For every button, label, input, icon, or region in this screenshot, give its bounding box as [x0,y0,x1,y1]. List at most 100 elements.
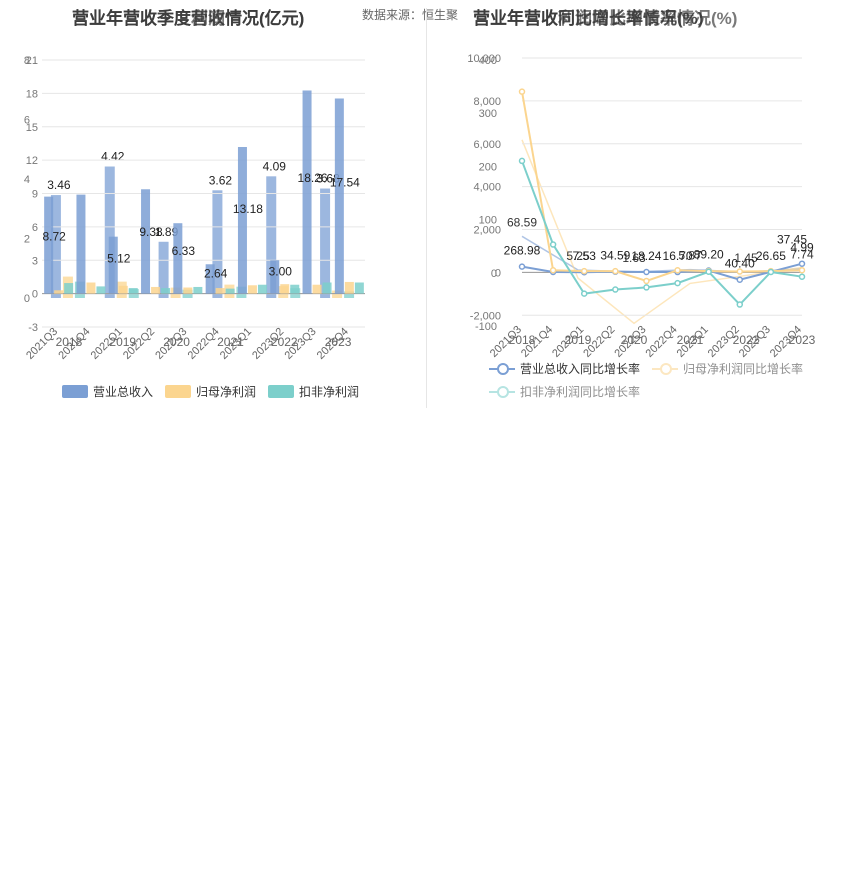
bg-y-tick-label: 400 [479,55,497,67]
y-tick-label: 12 [26,155,38,167]
y-tick-label: -2,000 [470,310,501,322]
bar [270,260,280,294]
bar [302,90,312,294]
bar-value-label: 8.72 [42,229,66,243]
series-point [674,267,681,274]
legend-marker-net-profit-growth [652,362,679,375]
series-point [518,263,526,270]
y-tick-label: 8,000 [473,96,501,108]
left-chart-title-overlay: 营业年营收季度利润情况(亿元) [72,9,305,28]
bg-bar-value-label: 3.62 [209,173,233,187]
bg-bar-value-label: 4.42 [101,150,125,164]
series-point [580,267,588,275]
bar [118,285,128,294]
bar-value-label: 13.18 [233,202,263,216]
series-point [549,241,557,248]
bar [215,288,225,294]
series-point [549,267,557,274]
point-value-label: 26.65 [756,249,786,263]
bar [76,194,86,294]
point-value-label: 40.40 [725,257,755,271]
bg-bar [50,195,61,298]
bar [334,98,344,294]
right-line-chart: -100 0 100 200 300 400 2018 2019 2020 2021 2022 202… [467,53,815,360]
legend-item-net-profit[interactable]: 归母净利润 [165,383,256,400]
bg-x-tick-label: 2019 [565,333,592,347]
legend-item-revenue-growth[interactable]: 营业总收入同比增长率 [489,360,640,377]
y-tick-label: 10,000 [467,53,501,65]
y-tick-label: 2,000 [473,225,501,237]
y-tick-label: 6 [32,222,38,234]
bar-value-label: 5.12 [107,251,131,265]
bar [183,287,193,294]
bar [205,264,215,294]
legend-label-deducted-profit-growth: 扣非净利润同比增长率 [520,385,641,399]
series-point [767,268,775,276]
point-value-label: 268.98 [504,244,541,258]
bg-bar [344,291,355,298]
bar [322,282,332,294]
series-point [612,267,619,275]
legend-swatch-deducted-profit [268,385,295,398]
right-chart-panel: 营业年营收同比增长率情况(%) 营业年营收利润同比增长率情况(%) -100 0 1… [427,0,850,410]
bg-y-tick-label: 0 [491,268,497,280]
y-tick-label: 18 [26,88,38,100]
bg-x-tick-label: 2021 [677,333,704,347]
bg-bar [158,241,169,298]
bg-point-value-label: 7.74 [790,248,814,262]
bar [193,286,203,294]
bar-value-label: 6.33 [172,244,196,258]
legend-label-revenue-growth: 营业总收入同比增长率 [520,362,641,376]
bar [161,288,171,294]
right-legend: 营业总收入同比增长率 归母净利润同比增长率 扣非净利润同比增长率 [489,360,829,406]
bar [225,288,235,294]
series-point [798,267,806,274]
y-tick-label: 4,000 [473,182,501,194]
series-point [736,268,744,275]
bg-x-tick-label: 2018 [509,333,536,347]
series-point [736,276,744,283]
y-tick-label: 21 [26,55,38,67]
bg-y-tick-label: 2 [24,234,30,246]
bg-bar-value-label: 3.68 [316,172,340,186]
bar [247,285,257,294]
bg-point-value-label: 1.63 [622,251,646,265]
panel-divider [426,8,427,408]
left-chart-title: 营业年营收季度营收情况(亿元) [72,9,305,28]
bar-value-label: 17.54 [330,175,360,189]
bg-point-value-label: 5.25 [566,249,590,263]
bg-y-tick-label: 8 [24,55,30,67]
bar-value-label: 9.38 [139,225,163,239]
series-point [643,277,650,285]
bar [280,284,290,294]
x-tick-label: 2022Q4 [644,324,680,360]
bg-x-tick-label: 2019 [109,335,136,349]
bg-y-tick-label: 6 [24,115,30,127]
series-point [798,273,806,280]
bg-bar [266,176,277,298]
series-point [674,279,681,287]
legend-item-net-profit-growth[interactable]: 归母净利润同比增长率 [652,360,803,377]
legend-item-deducted-profit-growth[interactable]: 扣非净利润同比增长率 [489,383,640,400]
legend-label-revenue: 营业总收入 [93,385,154,399]
legend-item-deducted-profit[interactable]: 扣非净利润 [268,383,359,400]
legend-label-net-profit-growth: 归母净利润同比增长率 [683,362,804,376]
left-legend: 营业总收入 归母净利润 扣非净利润 [62,383,371,406]
y-tick-label: 0 [32,289,38,301]
y-tick-label: -3 [28,322,38,334]
legend-item-revenue[interactable]: 营业总收入 [62,383,153,400]
bg-y-tick-label: 300 [479,108,497,120]
bg-bar [104,166,115,298]
bar [312,284,322,294]
bar [257,284,267,294]
bg-x-tick-label: 2022 [271,335,298,349]
bar [354,282,364,294]
point-value-label: 16.70 [663,249,693,263]
series-point [612,286,619,293]
right-chart-title-overlay: 营业年营收利润同比增长率情况(%) [473,9,738,28]
legend-label-deducted-profit: 扣非净利润 [299,385,360,399]
series-point [518,157,526,165]
bg-y-tick-label: 200 [479,161,497,173]
legend-swatch-revenue [62,385,88,398]
y-tick-label: 9 [32,189,38,201]
